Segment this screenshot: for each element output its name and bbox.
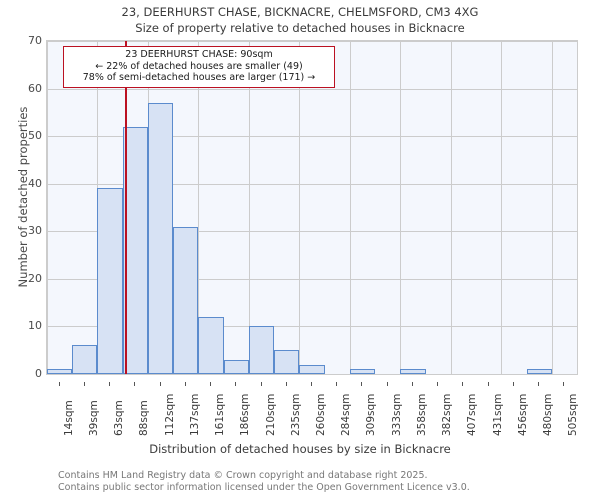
y-tick-label: 60 bbox=[28, 81, 42, 95]
bar-14sqm bbox=[47, 369, 73, 374]
gridline-vertical bbox=[501, 41, 503, 374]
x-tick-label: 260sqm bbox=[315, 393, 327, 436]
x-tick-label: 161sqm bbox=[214, 393, 227, 436]
x-tick-mark bbox=[462, 382, 464, 386]
x-axis-ticks: 14sqm 39sqm 63sqm 88sqm 112sqm 137sqm 161sqm 18… bbox=[46, 382, 580, 440]
gridline-horizontal bbox=[47, 326, 577, 328]
x-tick-mark bbox=[487, 382, 489, 386]
x-axis-title: Distribution of detached houses by size … bbox=[149, 442, 451, 456]
x-tick-label: 210sqm bbox=[264, 393, 277, 436]
x-tick-mark bbox=[512, 382, 514, 386]
x-tick-mark bbox=[563, 382, 565, 386]
x-tick-mark bbox=[210, 382, 212, 386]
gridline-horizontal bbox=[47, 136, 577, 138]
y-axis-ticks: 0 10 20 30 40 50 60 70 bbox=[0, 35, 42, 379]
x-tick-label: 407sqm bbox=[466, 393, 479, 436]
bar-63sqm bbox=[97, 188, 123, 374]
x-tick-mark bbox=[235, 382, 237, 386]
gridline-horizontal bbox=[47, 374, 577, 375]
annotation-callout: 23 DEERHURST CHASE: 90sqm ← 22% of detac… bbox=[63, 46, 335, 88]
x-tick-label: 39sqm bbox=[87, 400, 100, 436]
y-axis-title: Number of detached properties bbox=[16, 106, 30, 288]
footer-line-2: Contains public sector information licen… bbox=[58, 481, 470, 493]
x-tick-mark bbox=[411, 382, 413, 386]
bar-358sqm bbox=[400, 369, 426, 374]
chart-subtitle: Size of property relative to detached ho… bbox=[135, 21, 465, 35]
y-tick-label: 50 bbox=[28, 129, 42, 143]
y-axis-title-wrap: Number of detached properties bbox=[0, 0, 30, 500]
x-tick-mark bbox=[437, 382, 439, 386]
gridline-vertical bbox=[551, 41, 553, 374]
bar-112sqm bbox=[147, 102, 174, 374]
x-tick-label: 480sqm bbox=[542, 393, 555, 436]
x-tick-label: 235sqm bbox=[289, 393, 302, 436]
bar-88sqm bbox=[122, 126, 148, 374]
annotation-line-3: 78% of semi-detached houses are larger (… bbox=[82, 72, 316, 83]
x-tick-label: 358sqm bbox=[415, 393, 428, 436]
bar-260sqm bbox=[299, 364, 325, 374]
x-tick-label: 112sqm bbox=[163, 393, 176, 436]
bar-309sqm bbox=[349, 369, 376, 374]
footer-attribution: Contains HM Land Registry data © Crown c… bbox=[58, 470, 598, 493]
gridline-vertical bbox=[47, 41, 48, 374]
x-tick-label: 284sqm bbox=[340, 393, 353, 436]
gridline-vertical bbox=[198, 41, 200, 374]
bar-137sqm bbox=[173, 226, 199, 374]
bar-39sqm bbox=[72, 345, 98, 374]
bar-235sqm bbox=[274, 350, 300, 374]
page-title: 23, DEERHURST CHASE, BICKNACRE, CHELMSFO… bbox=[121, 5, 479, 19]
gridline-horizontal bbox=[47, 41, 577, 42]
x-tick-label: 431sqm bbox=[491, 393, 504, 436]
gridline-vertical bbox=[400, 41, 402, 374]
gridline-vertical bbox=[299, 41, 301, 374]
y-tick-label: 40 bbox=[28, 176, 42, 190]
gridline-horizontal bbox=[47, 88, 577, 90]
x-tick-label: 88sqm bbox=[138, 400, 151, 436]
x-tick-mark bbox=[58, 382, 60, 386]
y-tick-label: 70 bbox=[28, 34, 42, 47]
y-tick-label: 20 bbox=[28, 271, 42, 285]
chart-title-block: 23, DEERHURST CHASE, BICKNACRE, CHELMSFO… bbox=[0, 4, 600, 36]
x-tick-mark bbox=[311, 382, 312, 386]
x-tick-mark bbox=[336, 382, 338, 386]
bar-210sqm bbox=[248, 326, 275, 374]
y-tick-label: 0 bbox=[35, 367, 42, 380]
x-tick-label: 186sqm bbox=[239, 393, 252, 436]
x-tick-label: 137sqm bbox=[188, 393, 201, 436]
bar-186sqm bbox=[223, 359, 249, 374]
x-tick-label: 456sqm bbox=[516, 393, 529, 436]
x-tick-mark bbox=[285, 382, 287, 386]
gridline-horizontal bbox=[47, 278, 577, 280]
x-tick-label: 63sqm bbox=[113, 400, 126, 436]
x-tick-mark bbox=[109, 382, 111, 386]
annotation-line-2: ← 22% of detached houses are smaller (49… bbox=[95, 60, 303, 72]
x-tick-mark bbox=[538, 382, 540, 386]
x-tick-mark bbox=[184, 382, 186, 386]
bar-480sqm bbox=[526, 369, 552, 374]
y-tick-label: 10 bbox=[28, 319, 42, 333]
x-tick-mark bbox=[83, 382, 85, 386]
annotation-line-1: 23 DEERHURST CHASE: 90sqm bbox=[125, 49, 273, 60]
x-tick-mark bbox=[386, 382, 388, 386]
x-tick-mark bbox=[260, 382, 262, 386]
x-tick-label: 505sqm bbox=[567, 393, 580, 436]
gridline-vertical bbox=[248, 41, 250, 374]
x-tick-label: 333sqm bbox=[390, 393, 403, 436]
gridline-horizontal bbox=[47, 231, 577, 233]
x-tick-label: 14sqm bbox=[62, 400, 75, 436]
gridline-horizontal bbox=[47, 183, 577, 185]
plot-area bbox=[46, 40, 578, 375]
property-marker-line bbox=[124, 41, 127, 374]
gridline-vertical bbox=[450, 41, 452, 374]
x-tick-label: 309sqm bbox=[365, 393, 378, 436]
x-tick-mark bbox=[134, 382, 136, 386]
x-tick-label: 382sqm bbox=[441, 393, 454, 436]
footer-line-1: Contains HM Land Registry data © Crown c… bbox=[58, 470, 428, 481]
gridline-vertical bbox=[349, 41, 351, 374]
x-tick-mark bbox=[159, 382, 161, 386]
y-tick-label: 30 bbox=[28, 224, 42, 238]
x-tick-mark bbox=[361, 382, 363, 386]
bar-161sqm bbox=[198, 316, 224, 374]
